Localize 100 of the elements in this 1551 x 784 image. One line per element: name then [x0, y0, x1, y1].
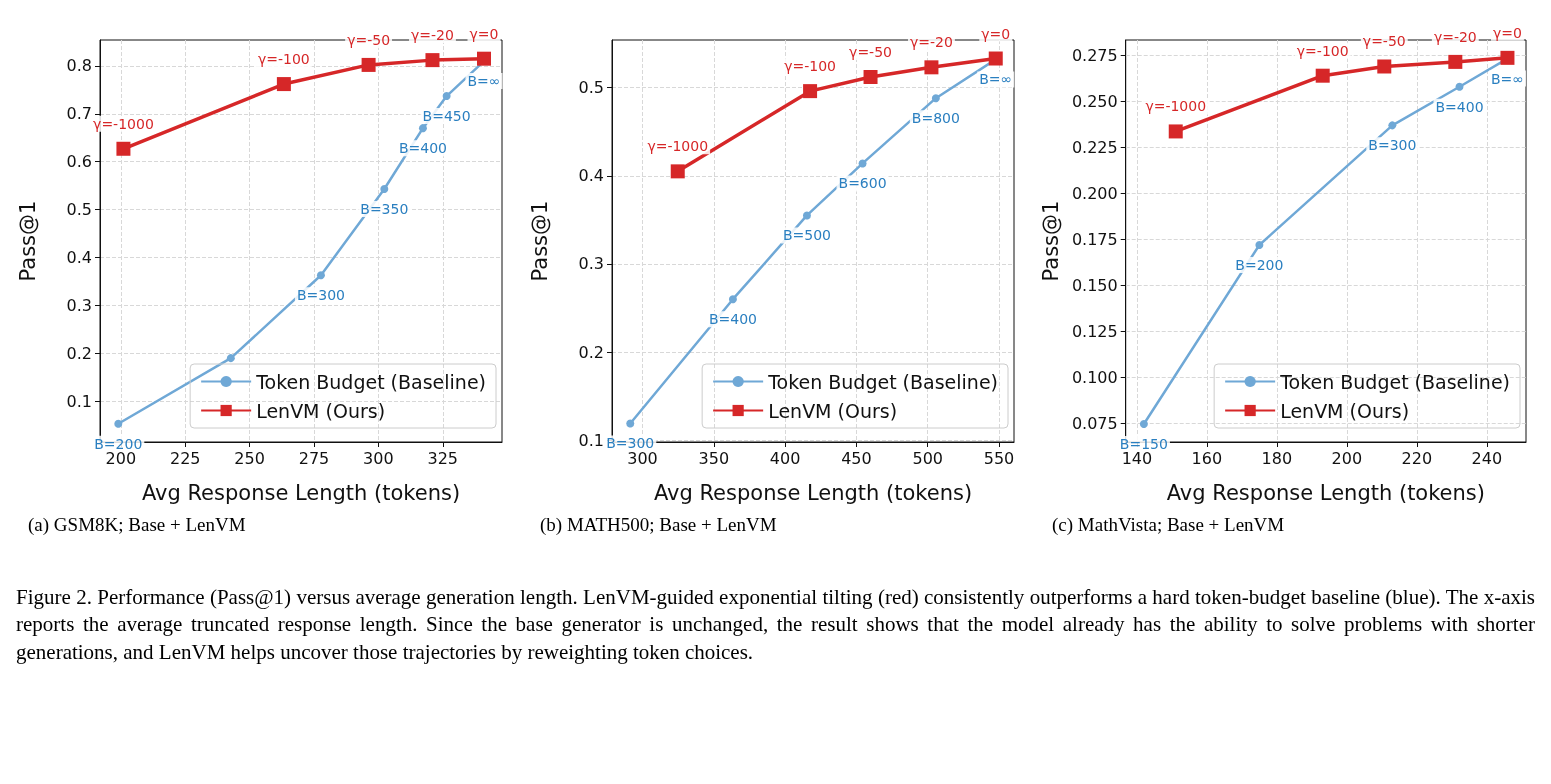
annotation: γ=-1000 [93, 115, 154, 132]
annotation: γ=-20 [1433, 28, 1477, 45]
x-axis-title: Avg Response Length (tokens) [653, 480, 973, 505]
point [803, 84, 818, 99]
y-tick-label: 0.6 [66, 152, 92, 172]
point [476, 51, 491, 66]
annotation: γ=-100 [257, 51, 310, 68]
y-tick-label: 0.125 [1071, 321, 1118, 341]
point [1377, 59, 1392, 74]
y-tick-label: 0.100 [1071, 367, 1118, 387]
point [931, 94, 940, 103]
y-tick-label: 0.5 [578, 78, 604, 98]
annotation: γ=0 [469, 25, 499, 42]
y-tick-label: 0.3 [578, 254, 604, 274]
point [226, 354, 235, 363]
annotation: γ=-50 [347, 31, 391, 48]
annotation: B=600 [838, 175, 887, 192]
y-tick-label: 0.7 [66, 104, 92, 124]
x-tick-label: 300 [363, 448, 394, 468]
y-axis-title: Pass@1 [15, 200, 40, 282]
annotation: B=300 [606, 435, 655, 452]
annotation: B=∞ [1490, 70, 1524, 87]
y-tick-label: 0.225 [1071, 137, 1118, 157]
annotation: B=150 [1119, 435, 1168, 452]
annotation: B=450 [422, 108, 471, 125]
y-tick-label: 0.250 [1071, 91, 1118, 111]
legend-label: Token Budget (Baseline) [767, 370, 998, 393]
x-axis-title: Avg Response Length (tokens) [141, 480, 461, 505]
point [1168, 124, 1183, 139]
point [316, 271, 325, 280]
point [442, 92, 451, 101]
annotation: γ=0 [981, 25, 1011, 42]
legend-label: Token Budget (Baseline) [1279, 370, 1510, 393]
annotation: γ=-50 [1362, 33, 1406, 50]
x-tick-label: 325 [427, 448, 459, 468]
legend-label: Token Budget (Baseline) [255, 370, 486, 393]
point [1315, 68, 1330, 83]
point [361, 57, 376, 72]
text: (c) MathVista; Base + LenVM [1051, 513, 1286, 537]
legend-label: LenVM (Ours) [1280, 399, 1410, 422]
point [1448, 54, 1463, 69]
text: (b) MATH500; Base + LenVM [539, 513, 778, 537]
annotation: B=∞ [467, 73, 501, 90]
annotation: B=800 [911, 110, 960, 127]
point [670, 164, 685, 179]
y-tick-label: 0.075 [1071, 413, 1118, 433]
y-tick-label: 0.4 [66, 248, 92, 268]
point [1500, 50, 1515, 65]
point [924, 60, 939, 75]
point [1388, 121, 1397, 130]
y-tick-label: 0.8 [66, 56, 92, 76]
x-tick-label: 200 [1331, 448, 1363, 468]
y-tick-label: 0.3 [66, 295, 92, 315]
annotation: B=300 [1368, 137, 1417, 154]
point [728, 295, 737, 304]
y-axis-title: Pass@1 [1038, 200, 1063, 282]
point [863, 70, 878, 85]
y-tick-label: 0.5 [66, 200, 92, 220]
annotation: B=400 [398, 140, 447, 157]
point [858, 159, 867, 168]
annotation: B=∞ [979, 71, 1013, 88]
point [1255, 240, 1264, 249]
y-tick-label: 0.1 [578, 430, 604, 450]
point [802, 211, 811, 220]
point [1455, 82, 1464, 91]
point [1139, 419, 1148, 428]
legend-label: LenVM (Ours) [256, 399, 386, 422]
y-tick-label: 0.1 [66, 391, 92, 411]
annotation: B=400 [708, 311, 757, 328]
annotation: γ=-20 [411, 27, 454, 44]
annotation: γ=-100 [784, 58, 836, 75]
text: (a) GSM8K; Base + LenVM [27, 513, 247, 537]
point [116, 141, 131, 156]
point [626, 419, 635, 428]
caption: Figure 2. Performance (Pass@1) versus average generation length. LenVM-guided exponential tilting (red) consistently outperforms a hard token-budget baseline (blue). The x-axis reports the average truncated response length. Since the base generator is unchanged, the result shows that the model already has the ability to solve problems with shorter generations, and LenVM helps uncover those trajectories by reweighting token choices. [15, 584, 1536, 666]
x-tick-label: 160 [1191, 448, 1223, 468]
annotation: γ=-1000 [647, 138, 709, 155]
x-tick-label: 220 [1401, 448, 1433, 468]
x-tick-label: 400 [769, 448, 801, 468]
x-tick-label: 240 [1471, 448, 1503, 468]
annotation: γ=-20 [909, 34, 953, 51]
point [418, 124, 427, 133]
annotation: B=350 [360, 201, 409, 218]
annotation: B=300 [296, 287, 345, 304]
x-tick-label: 250 [234, 448, 265, 468]
y-axis-title: Pass@1 [527, 200, 552, 282]
annotation: B=200 [1235, 256, 1284, 273]
x-tick-label: 225 [169, 448, 201, 468]
y-tick-label: 0.175 [1071, 229, 1118, 249]
y-tick-label: 0.4 [578, 166, 604, 186]
x-tick-label: 350 [698, 448, 730, 468]
x-tick-label: 180 [1261, 448, 1293, 468]
point [380, 185, 389, 194]
y-tick-label: 0.150 [1071, 275, 1118, 295]
point [114, 419, 123, 428]
point [988, 51, 1003, 66]
point [425, 53, 440, 68]
x-axis-title: Avg Response Length (tokens) [1166, 480, 1485, 505]
annotation: B=400 [1435, 98, 1484, 115]
annotation: γ=0 [1492, 24, 1522, 41]
